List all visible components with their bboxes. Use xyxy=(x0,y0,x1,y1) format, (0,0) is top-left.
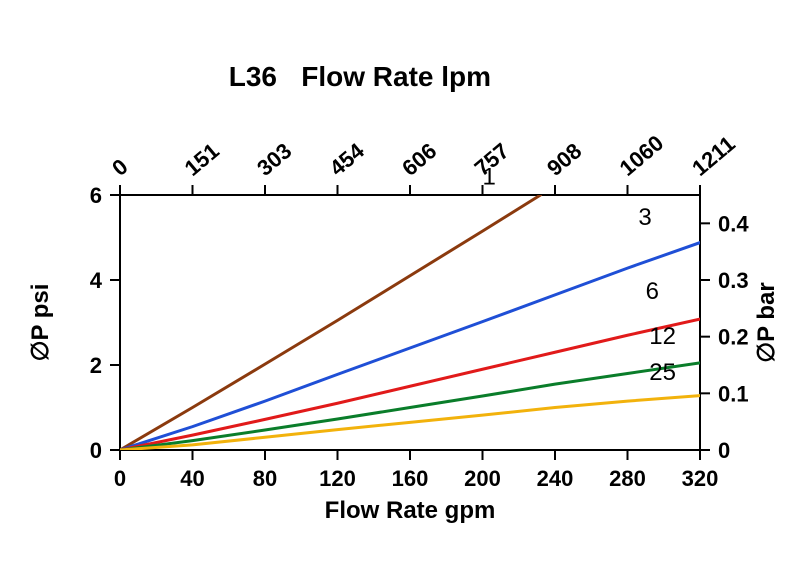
series-label-6: 6 xyxy=(646,278,659,305)
pressure-flow-chart: L36Flow Rate lpm04080120160200240280320F… xyxy=(0,0,798,564)
y-axis-left-label: ∅P psi xyxy=(27,284,54,362)
yr-tick-label: 0.1 xyxy=(718,381,749,406)
chart-title-prefix: L36 xyxy=(229,61,277,92)
yr-tick-label: 0.4 xyxy=(718,211,749,236)
xb-tick-label: 320 xyxy=(682,466,719,491)
xb-tick-label: 280 xyxy=(609,466,646,491)
series-label-12: 12 xyxy=(649,323,676,350)
xb-tick-label: 200 xyxy=(464,466,501,491)
x-axis-bottom-label: Flow Rate gpm xyxy=(325,497,496,524)
yl-tick-label: 2 xyxy=(90,353,102,378)
series-label-25: 25 xyxy=(649,359,676,386)
xb-tick-label: 40 xyxy=(180,466,204,491)
y-axis-right-label: ∅P bar xyxy=(753,282,780,363)
xb-tick-label: 80 xyxy=(253,466,277,491)
yr-tick-label: 0 xyxy=(718,438,730,463)
yr-tick-label: 0.2 xyxy=(718,325,749,350)
chart-title-suffix: Flow Rate lpm xyxy=(301,61,491,92)
xb-tick-label: 160 xyxy=(392,466,429,491)
xb-tick-label: 240 xyxy=(537,466,574,491)
series-label-3: 3 xyxy=(638,204,651,231)
yr-tick-label: 0.3 xyxy=(718,268,749,293)
xb-tick-label: 0 xyxy=(114,466,126,491)
yl-tick-label: 4 xyxy=(90,268,103,293)
yl-tick-label: 6 xyxy=(90,183,102,208)
yl-tick-label: 0 xyxy=(90,438,102,463)
xb-tick-label: 120 xyxy=(319,466,356,491)
series-label-1: 1 xyxy=(483,163,496,190)
